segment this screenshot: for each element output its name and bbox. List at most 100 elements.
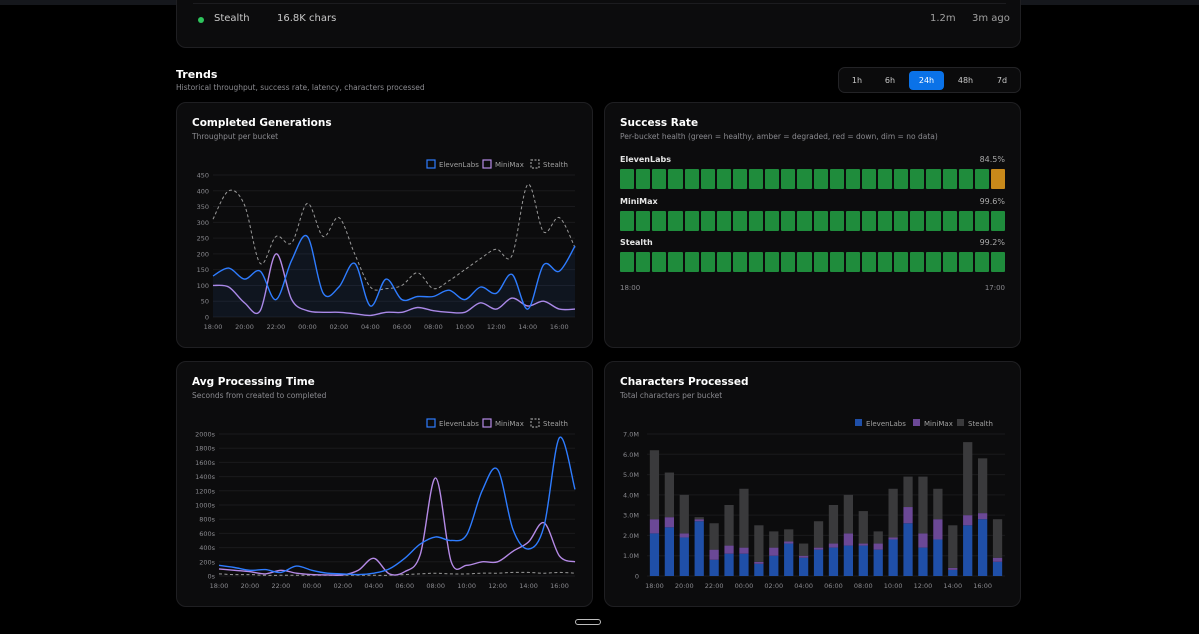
bar-minimax: [948, 567, 958, 570]
health-cell[interactable]: [861, 169, 876, 189]
health-cell[interactable]: [829, 252, 844, 272]
health-cell[interactable]: [894, 211, 909, 231]
health-cell[interactable]: [700, 252, 715, 272]
health-cell[interactable]: [668, 252, 683, 272]
health-cell[interactable]: [813, 169, 828, 189]
health-cell[interactable]: [974, 252, 989, 272]
health-cell[interactable]: [974, 211, 989, 231]
health-cell[interactable]: [620, 169, 635, 189]
health-cell[interactable]: [942, 252, 957, 272]
range-48h-button[interactable]: 48h: [948, 71, 983, 90]
bar-elevenlabs: [843, 545, 853, 576]
health-cell[interactable]: [910, 211, 925, 231]
bar-elevenlabs: [978, 519, 988, 576]
health-cell[interactable]: [749, 252, 764, 272]
bar-stealth: [694, 517, 704, 520]
health-cell[interactable]: [652, 211, 667, 231]
health-cell[interactable]: [910, 252, 925, 272]
x-tick-label: 02:00: [764, 582, 783, 590]
health-cell[interactable]: [620, 252, 635, 272]
health-cell[interactable]: [878, 252, 893, 272]
health-cell[interactable]: [958, 211, 973, 231]
range-7d-button[interactable]: 7d: [985, 71, 1019, 90]
health-cell[interactable]: [845, 252, 860, 272]
health-cell[interactable]: [845, 169, 860, 189]
health-cell[interactable]: [926, 169, 941, 189]
range-24h-button[interactable]: 24h: [909, 71, 944, 90]
health-cell[interactable]: [894, 252, 909, 272]
recent-jobs-card: Stealth 16.8K chars 1.2m 3m ago: [176, 0, 1021, 48]
health-cell[interactable]: [716, 169, 731, 189]
bar-stealth: [664, 472, 674, 518]
bar-minimax: [858, 543, 868, 546]
health-cell[interactable]: [636, 169, 651, 189]
health-cell[interactable]: [942, 169, 957, 189]
health-cell[interactable]: [861, 211, 876, 231]
health-cell[interactable]: [990, 169, 1005, 189]
health-cell[interactable]: [732, 252, 747, 272]
health-cell[interactable]: [829, 211, 844, 231]
y-tick-label: 150: [197, 266, 209, 274]
health-cell[interactable]: [620, 211, 635, 231]
health-cell[interactable]: [716, 211, 731, 231]
health-cell[interactable]: [652, 252, 667, 272]
x-tick-label: 16:00: [973, 582, 992, 590]
health-cell[interactable]: [958, 169, 973, 189]
health-cell[interactable]: [990, 252, 1005, 272]
y-tick-label: 400: [197, 187, 209, 195]
health-cell[interactable]: [636, 252, 651, 272]
health-cell[interactable]: [797, 252, 812, 272]
series-line-minimax: [218, 477, 576, 576]
health-cell[interactable]: [716, 252, 731, 272]
y-tick-label: 0: [635, 573, 639, 581]
health-cell[interactable]: [878, 169, 893, 189]
health-cell[interactable]: [797, 211, 812, 231]
health-cell[interactable]: [765, 169, 780, 189]
legend-swatch-icon: [530, 159, 540, 169]
health-cell[interactable]: [781, 211, 796, 231]
health-cell[interactable]: [668, 211, 683, 231]
health-cell[interactable]: [781, 252, 796, 272]
health-cell[interactable]: [958, 252, 973, 272]
bar-minimax: [649, 519, 660, 534]
health-cell[interactable]: [845, 211, 860, 231]
scroll-handle[interactable]: [575, 619, 601, 625]
health-cell[interactable]: [797, 169, 812, 189]
health-cell[interactable]: [813, 252, 828, 272]
health-cell[interactable]: [749, 169, 764, 189]
health-cell[interactable]: [700, 211, 715, 231]
health-cell[interactable]: [668, 169, 683, 189]
bar-minimax: [828, 543, 839, 548]
legend-label: ElevenLabs: [866, 420, 906, 428]
legend-item: ElevenLabs: [426, 159, 479, 169]
health-cell[interactable]: [684, 211, 699, 231]
health-cell[interactable]: [636, 211, 651, 231]
job-row[interactable]: Stealth 16.8K chars 1.2m 3m ago: [177, 1, 1022, 39]
health-cell[interactable]: [765, 211, 780, 231]
health-cell[interactable]: [700, 169, 715, 189]
health-cell[interactable]: [765, 252, 780, 272]
health-cell[interactable]: [829, 169, 844, 189]
range-6h-button[interactable]: 6h: [873, 71, 907, 90]
health-cell[interactable]: [910, 169, 925, 189]
health-cell[interactable]: [894, 169, 909, 189]
health-cell[interactable]: [942, 211, 957, 231]
health-cell[interactable]: [878, 211, 893, 231]
health-cell[interactable]: [813, 211, 828, 231]
health-cell[interactable]: [652, 169, 667, 189]
provider-label: ElevenLabs: [620, 155, 671, 164]
health-cell[interactable]: [732, 211, 747, 231]
health-cell[interactable]: [749, 211, 764, 231]
health-cell[interactable]: [781, 169, 796, 189]
health-cell[interactable]: [684, 252, 699, 272]
health-cell[interactable]: [732, 169, 747, 189]
health-cell[interactable]: [974, 169, 989, 189]
health-cell[interactable]: [990, 211, 1005, 231]
range-1h-button[interactable]: 1h: [842, 71, 872, 90]
legend-swatch-icon: [913, 419, 920, 426]
health-cell[interactable]: [861, 252, 876, 272]
health-cell[interactable]: [684, 169, 699, 189]
health-cell[interactable]: [926, 252, 941, 272]
health-cell[interactable]: [926, 211, 941, 231]
bar-minimax: [799, 555, 809, 558]
